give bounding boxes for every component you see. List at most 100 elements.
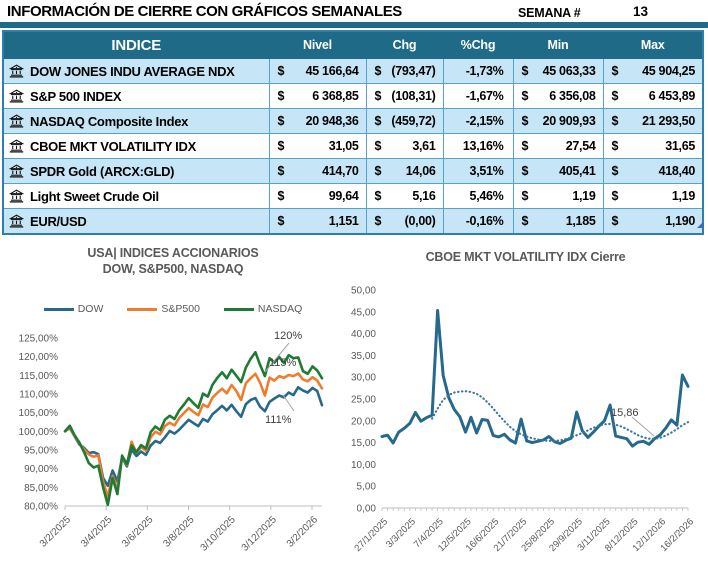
currency-symbol: $ <box>611 189 619 203</box>
chg-cell[interactable]: $ (793,47) <box>367 64 443 78</box>
currency-symbol: $ <box>374 189 382 203</box>
max-cell[interactable]: $45 904,25 <box>604 64 703 78</box>
fill-handle[interactable] <box>697 221 704 228</box>
bank-building-icon <box>9 89 24 103</box>
min-cell[interactable]: $6 356,08 <box>514 89 603 103</box>
pct-chg-cell[interactable]: -1,67% <box>465 89 504 103</box>
currency-symbol: $ <box>521 64 529 78</box>
chg-cell[interactable]: $ (0,00) <box>367 214 443 228</box>
indices-chart[interactable]: USA| INDICES ACCIONARIOS DOW, S&P500, NA… <box>8 242 338 570</box>
pct-chg-cell[interactable]: 5,46% <box>469 189 504 203</box>
chg-cell[interactable]: $14,06 <box>367 164 443 178</box>
index-name-cell[interactable]: EUR/USD <box>4 214 269 229</box>
pct-chg-cell[interactable]: 13,16% <box>462 139 504 153</box>
max-cell[interactable]: $6 453,89 <box>604 89 703 103</box>
currency-symbol: $ <box>521 164 529 178</box>
nivel-cell[interactable]: $20 948,36 <box>270 114 366 128</box>
x-tick-label: 3/6/2025 <box>120 514 156 550</box>
legend-item-dow[interactable]: DOW <box>43 303 103 315</box>
bank-building-icon <box>9 214 24 228</box>
y-tick-label: 45,00 <box>351 307 376 318</box>
index-name: NASDAQ Composite Index <box>30 113 189 129</box>
cell-value: 45 904,25 <box>642 64 695 78</box>
max-cell[interactable]: $21 293,50 <box>604 114 703 128</box>
legend-swatch <box>43 307 74 311</box>
nivel-cell[interactable]: $99,64 <box>270 189 366 203</box>
min-cell[interactable]: $405,41 <box>514 164 603 178</box>
chg-cell[interactable]: $ (108,31) <box>367 89 443 103</box>
chg-cell[interactable]: $ (459,72) <box>367 114 443 128</box>
y-tick-label: 80,00% <box>24 502 58 513</box>
pct-chg-cell[interactable]: -2,15% <box>465 114 504 128</box>
legend-item-sp500[interactable]: S&P500 <box>127 303 200 315</box>
currency-symbol: $ <box>521 114 529 128</box>
nivel-cell[interactable]: $45 166,64 <box>270 64 366 78</box>
currency-symbol: $ <box>374 164 382 178</box>
column-header-max[interactable]: Max <box>602 30 704 59</box>
currency-symbol: $ <box>277 164 285 178</box>
annotation-label: 111% <box>265 414 292 426</box>
nivel-cell[interactable]: $6 368,85 <box>270 89 366 103</box>
cell-value: (459,72) <box>391 114 436 128</box>
min-cell[interactable]: $45 063,33 <box>514 64 603 78</box>
index-name-cell[interactable]: DOW JONES INDU AVERAGE NDX <box>4 64 269 79</box>
min-cell[interactable]: $27,54 <box>514 139 603 153</box>
y-tick-label: 20,00 <box>351 416 376 427</box>
y-tick-label: 30,00 <box>351 373 376 384</box>
legend-swatch <box>127 307 158 311</box>
nivel-cell[interactable]: $31,05 <box>270 139 366 153</box>
min-cell[interactable]: $1,19 <box>514 189 603 203</box>
annotation-label: 15,86 <box>611 407 639 419</box>
table-row: Light Sweet Crude Oil $99,64 $5,16 5,46% $1,… <box>2 183 704 209</box>
y-tick-label: 0,00 <box>357 504 377 515</box>
min-cell[interactable]: $1,185 <box>514 214 603 228</box>
currency-symbol: $ <box>611 89 619 103</box>
y-tick-label: 50,00 <box>351 286 376 297</box>
pct-chg-cell[interactable]: -1,73% <box>465 64 504 78</box>
column-header--chg[interactable]: %Chg <box>442 30 514 59</box>
max-cell[interactable]: $418,40 <box>604 164 703 178</box>
currency-symbol: $ <box>277 214 285 228</box>
index-name-cell[interactable]: SPDR Gold (ARCX:GLD) <box>4 164 269 179</box>
annotation-leader <box>631 416 655 437</box>
column-header-min[interactable]: Min <box>512 30 604 59</box>
pct-chg-cell[interactable]: 3,51% <box>469 164 504 178</box>
cell-value: 414,70 <box>322 164 359 178</box>
legend-label: S&P500 <box>161 303 200 315</box>
vix-chart[interactable]: CBOE MKT VOLATILITY IDX Cierre 50,00 45,0… <box>343 242 708 570</box>
pct-chg-cell[interactable]: -0,16% <box>465 214 504 228</box>
indices-table: INDICE Nivel Chg %Chg Min Max DOW JONES INDU … <box>2 30 704 235</box>
table-row: SPDR Gold (ARCX:GLD) $414,70 $14,06 3,51% $4… <box>2 158 704 184</box>
index-name-cell[interactable]: Light Sweet Crude Oil <box>4 189 269 204</box>
currency-symbol: $ <box>611 114 619 128</box>
nivel-cell[interactable]: $1,151 <box>270 214 366 228</box>
index-name-cell[interactable]: S&P 500 INDEX <box>4 89 269 104</box>
column-header-chg[interactable]: Chg <box>365 30 444 59</box>
chg-cell[interactable]: $5,16 <box>367 189 443 203</box>
y-tick-label: 5,00 <box>357 482 377 493</box>
column-header-indice[interactable]: INDICE <box>2 30 270 59</box>
table-body: DOW JONES INDU AVERAGE NDX $45 166,64 $ (79… <box>2 58 704 235</box>
currency-symbol: $ <box>611 139 619 153</box>
min-cell[interactable]: $20 909,93 <box>514 114 603 128</box>
index-name-cell[interactable]: NASDAQ Composite Index <box>4 114 269 129</box>
series-line-sp500 <box>63 372 324 498</box>
annotation-label: 120% <box>274 330 302 342</box>
index-name-cell[interactable]: CBOE MKT VOLATILITY IDX <box>4 139 269 154</box>
legend-item-nasdaq[interactable]: NASDAQ <box>223 303 302 315</box>
max-cell[interactable]: $1,190 <box>604 214 703 228</box>
bank-building-icon <box>9 114 24 128</box>
x-tick-label: 3/2/2025 <box>38 514 74 550</box>
cell-value: 405,41 <box>559 164 596 178</box>
max-cell[interactable]: $1,19 <box>604 189 703 203</box>
column-header-nivel[interactable]: Nivel <box>268 30 367 59</box>
max-cell[interactable]: $31,65 <box>604 139 703 153</box>
week-number-value[interactable]: 13 <box>633 4 649 19</box>
series-line-nasdaq <box>63 350 324 507</box>
cell-value: 418,40 <box>658 164 696 178</box>
chg-cell[interactable]: $3,61 <box>367 139 443 153</box>
y-tick-label: 115,00% <box>19 371 58 382</box>
nivel-cell[interactable]: $414,70 <box>270 164 366 178</box>
x-tick-label: 3/10/2025 <box>199 514 239 554</box>
